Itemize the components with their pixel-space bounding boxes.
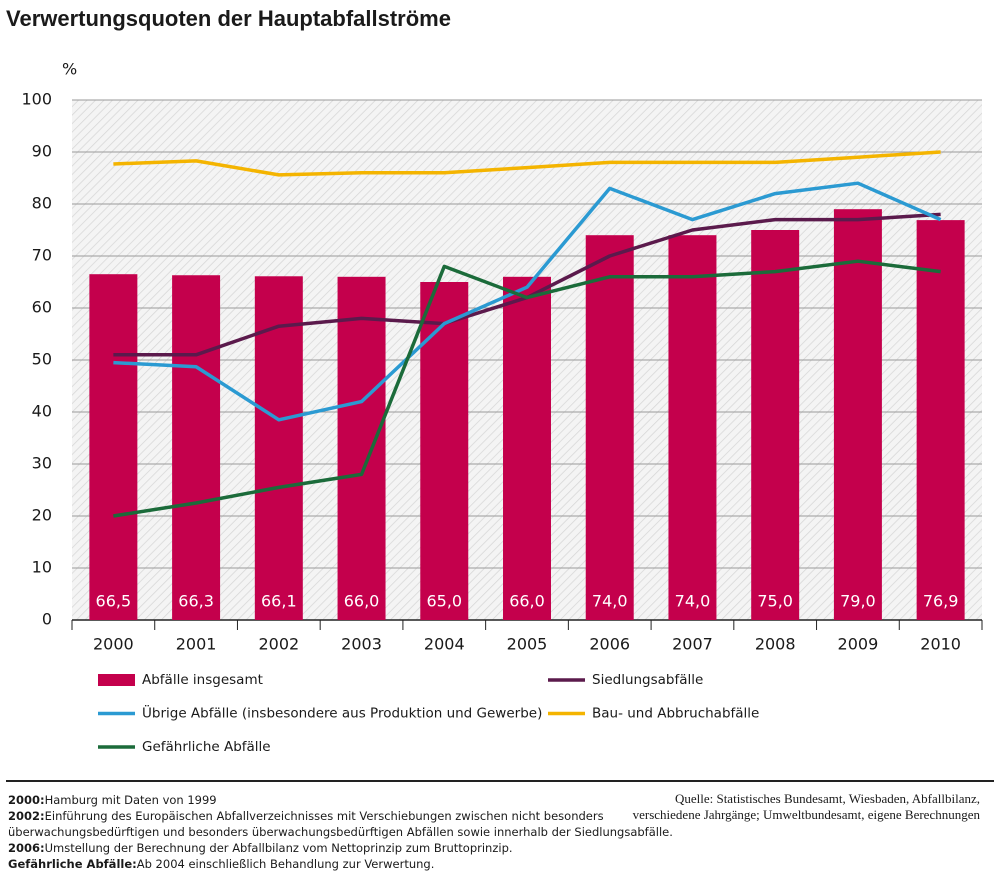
value-label: 66,0	[509, 592, 545, 611]
y-tick-label: 70	[32, 246, 52, 265]
x-tick-label: 2000	[93, 635, 134, 654]
source: Quelle: Statistisches Bundesamt, Wiesbad…	[675, 791, 980, 806]
source: verschiedene Jahrgänge; Umweltbundesamt,…	[633, 807, 981, 822]
footnote: 2002:Einführung des Europäischen Abfallv…	[8, 809, 604, 823]
bar	[337, 276, 386, 620]
value-label: 66,5	[96, 592, 132, 611]
y-tick-label: 40	[32, 402, 52, 421]
footnote-text: Umstellung der Berechnung der Abfallbila…	[45, 841, 513, 855]
footnote: 2006:Umstellung der Berechnung der Abfal…	[8, 841, 513, 855]
legend-swatch	[98, 674, 135, 686]
x-tick-label: 2004	[424, 635, 465, 654]
bar	[668, 235, 717, 620]
x-tick-label: 2006	[589, 635, 630, 654]
value-label: 76,9	[923, 592, 959, 611]
chart-title: Verwertungsquoten der Hauptabfallströme	[6, 6, 451, 31]
footnote-term: 2002:	[8, 809, 45, 823]
footnote-term: 2006:	[8, 841, 45, 855]
y-tick-label: 60	[32, 298, 52, 317]
value-label: 66,3	[178, 592, 214, 611]
legend-label: Übrige Abfälle (insbesondere aus Produkt…	[142, 704, 542, 722]
bar	[585, 235, 634, 620]
x-tick-label: 2009	[838, 635, 879, 654]
y-tick-label: 50	[32, 350, 52, 369]
x-tick-label: 2005	[507, 635, 548, 654]
x-tick-label: 2008	[755, 635, 796, 654]
value-label: 66,0	[344, 592, 380, 611]
y-tick-label: 80	[32, 194, 52, 213]
footnote-term: 2000:	[8, 793, 45, 807]
y-tick-label: 100	[21, 90, 52, 109]
line	[113, 259, 941, 518]
line	[113, 181, 942, 422]
legend-label: Siedlungsabfälle	[592, 672, 703, 688]
bar	[751, 230, 800, 620]
line	[113, 150, 941, 177]
y-axis-label: %	[62, 60, 77, 79]
footnote: 2000:Hamburg mit Daten von 1999	[8, 793, 217, 807]
value-label: 65,0	[426, 592, 462, 611]
y-tick-label: 90	[32, 142, 52, 161]
x-tick-label: 2010	[920, 635, 961, 654]
y-tick-label: 0	[42, 610, 52, 629]
legend-label: Gefährliche Abfälle	[142, 739, 271, 755]
value-label: 75,0	[757, 592, 793, 611]
bar	[916, 220, 965, 620]
footnote: Gefährliche Abfälle:Ab 2004 einschließli…	[8, 857, 434, 871]
footnote-text: Einführung des Europäischen Abfallverzei…	[45, 809, 604, 823]
x-tick-label: 2002	[258, 635, 299, 654]
legend-label: Bau- und Abbruchabfälle	[592, 706, 759, 722]
bar	[89, 274, 138, 620]
x-tick-label: 2001	[176, 635, 217, 654]
x-tick-label: 2003	[341, 635, 382, 654]
footnote: überwachungsbedürftigen und besonders üb…	[8, 825, 673, 839]
y-tick-label: 20	[32, 506, 52, 525]
value-label: 74,0	[592, 592, 628, 611]
bar	[503, 276, 551, 620]
footnote-term: Gefährliche Abfälle:	[8, 857, 137, 871]
value-label: 66,1	[261, 592, 297, 611]
legend-label: Abfälle insgesamt	[142, 672, 263, 688]
y-tick-label: 10	[32, 558, 52, 577]
bar	[420, 282, 469, 620]
bar	[833, 209, 882, 620]
y-tick-label: 30	[32, 454, 52, 473]
value-label: 74,0	[675, 592, 711, 611]
footnote-text: Hamburg mit Daten von 1999	[45, 793, 217, 807]
footnote-text: Ab 2004 einschließlich Behandlung zur Ve…	[137, 857, 435, 871]
bar	[172, 275, 221, 620]
footnote-text: überwachungsbedürftigen und besonders üb…	[8, 825, 673, 839]
value-label: 79,0	[840, 592, 876, 611]
x-tick-label: 2007	[672, 635, 713, 654]
